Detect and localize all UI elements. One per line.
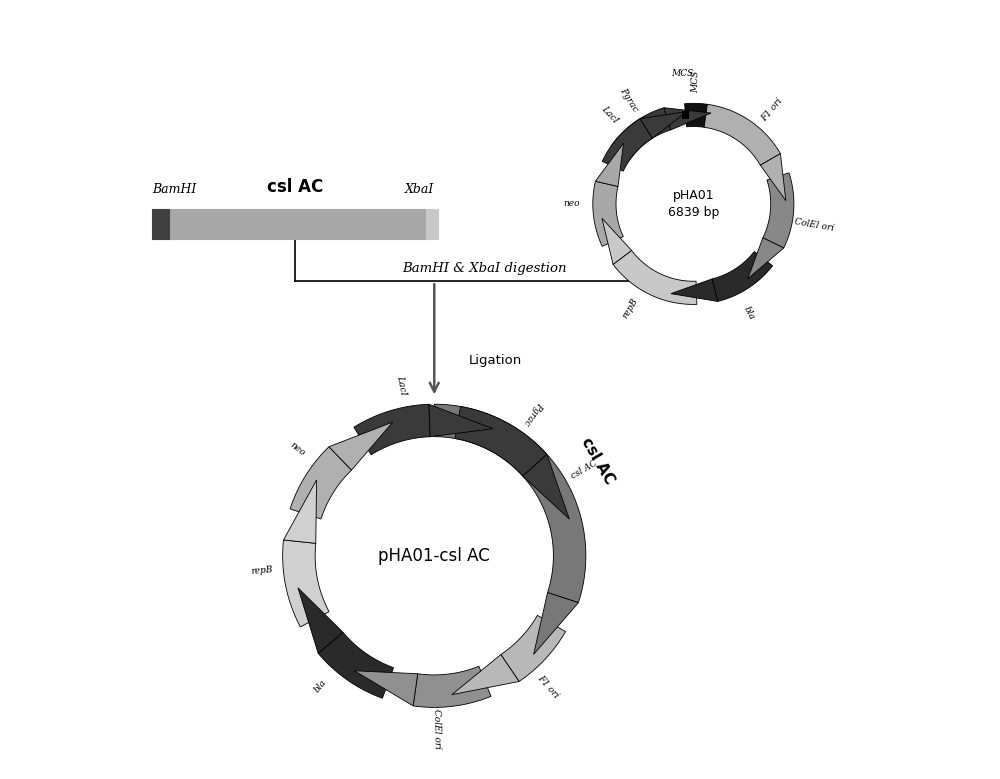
Text: pHA01
6839 bp: pHA01 6839 bp <box>668 189 719 219</box>
Text: F1 ori: F1 ori <box>760 97 784 124</box>
Text: BamHI & XbaI digestion: BamHI & XbaI digestion <box>402 262 567 275</box>
Text: bla: bla <box>313 679 329 695</box>
Polygon shape <box>455 407 547 476</box>
Text: bla: bla <box>742 305 756 321</box>
Text: LacI: LacI <box>600 104 620 125</box>
Polygon shape <box>595 143 624 186</box>
Bar <box>682 111 689 119</box>
Polygon shape <box>763 173 794 248</box>
Text: neo: neo <box>563 199 579 208</box>
Text: pHA01-csl AC: pHA01-csl AC <box>378 547 490 565</box>
Polygon shape <box>640 111 687 139</box>
Text: ColEl ori: ColEl ori <box>432 709 442 749</box>
Polygon shape <box>534 593 578 654</box>
Polygon shape <box>329 422 393 470</box>
Polygon shape <box>354 404 430 455</box>
Text: Pgrac: Pgrac <box>522 400 545 427</box>
Bar <box>152 210 169 238</box>
Polygon shape <box>671 279 718 301</box>
Polygon shape <box>283 480 317 543</box>
Polygon shape <box>613 250 697 305</box>
Polygon shape <box>611 108 671 160</box>
Text: csl AC: csl AC <box>570 458 599 480</box>
Text: XbaI: XbaI <box>405 183 434 196</box>
Text: MCS: MCS <box>691 70 700 93</box>
Polygon shape <box>704 104 780 165</box>
Polygon shape <box>602 218 632 264</box>
Text: Ligation: Ligation <box>469 354 522 367</box>
Bar <box>426 210 438 238</box>
Polygon shape <box>298 588 343 654</box>
Polygon shape <box>523 454 569 519</box>
Polygon shape <box>748 238 784 279</box>
Bar <box>169 210 426 238</box>
Polygon shape <box>602 118 652 171</box>
Text: MCS: MCS <box>672 69 694 78</box>
Polygon shape <box>413 666 491 707</box>
Text: ColEl ori: ColEl ori <box>793 217 834 233</box>
Polygon shape <box>685 104 707 127</box>
Text: F1 ori: F1 ori <box>536 673 560 700</box>
Polygon shape <box>593 182 623 246</box>
Text: csl AC: csl AC <box>578 435 617 488</box>
Polygon shape <box>712 252 773 301</box>
Polygon shape <box>290 446 352 519</box>
Text: LacI: LacI <box>395 375 408 397</box>
Polygon shape <box>501 615 566 682</box>
Polygon shape <box>452 654 519 695</box>
Text: neo: neo <box>288 440 307 458</box>
Polygon shape <box>760 153 786 201</box>
Polygon shape <box>434 404 586 603</box>
Polygon shape <box>283 540 329 627</box>
Text: csl AC: csl AC <box>267 178 323 196</box>
Text: Pgrac: Pgrac <box>618 86 639 114</box>
Polygon shape <box>429 404 493 437</box>
Polygon shape <box>664 108 711 130</box>
Text: BamHI: BamHI <box>152 183 196 196</box>
Text: repB: repB <box>250 566 273 576</box>
Text: repB: repB <box>621 297 640 320</box>
Polygon shape <box>318 633 394 698</box>
Polygon shape <box>354 671 418 706</box>
